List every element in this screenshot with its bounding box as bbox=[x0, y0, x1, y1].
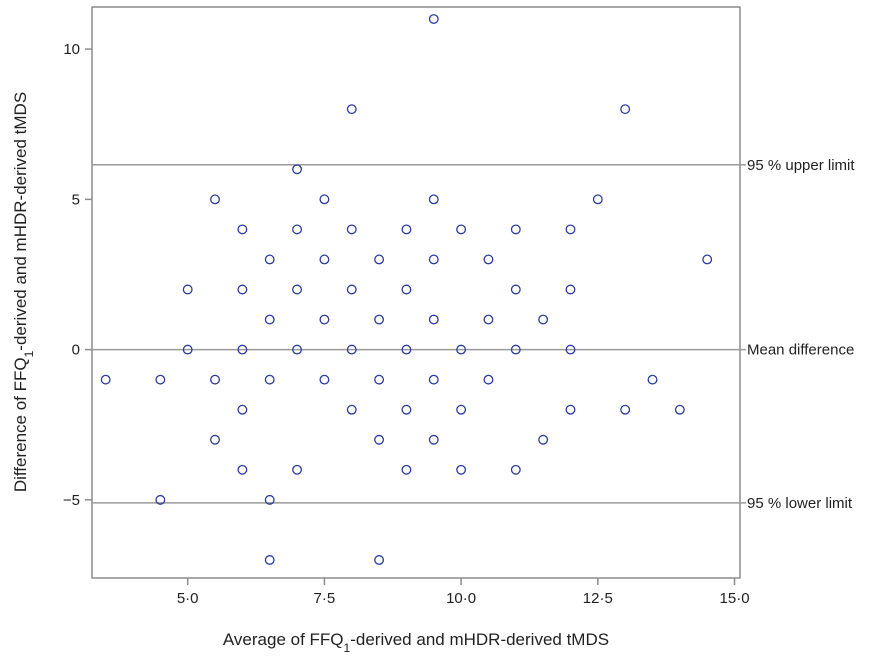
data-point bbox=[346, 224, 357, 235]
data-point bbox=[374, 434, 385, 445]
y-tick-label: 5 bbox=[72, 191, 80, 208]
data-point bbox=[483, 374, 494, 385]
data-point bbox=[264, 254, 275, 265]
data-point bbox=[565, 284, 576, 295]
reference-line-label-2: 95 % lower limit bbox=[747, 495, 853, 512]
x-axis-title-subscript: 1 bbox=[344, 641, 351, 655]
data-point bbox=[374, 555, 385, 565]
plot-frame bbox=[91, 6, 741, 579]
data-point bbox=[483, 254, 494, 265]
data-point bbox=[538, 314, 549, 325]
y-axis: −5 0 5 10 bbox=[63, 41, 92, 509]
y-tick-label: 10 bbox=[63, 41, 80, 58]
data-point bbox=[155, 374, 166, 385]
reference-lines bbox=[92, 164, 746, 504]
data-point bbox=[264, 555, 275, 565]
data-point bbox=[319, 254, 330, 265]
data-point bbox=[428, 434, 439, 445]
data-point bbox=[292, 224, 303, 235]
data-point bbox=[264, 314, 275, 325]
data-point bbox=[237, 404, 248, 415]
data-points bbox=[100, 14, 713, 565]
x-tick-label: 10·0 bbox=[446, 590, 476, 607]
x-tick-label: 5·0 bbox=[177, 590, 199, 607]
data-point bbox=[456, 404, 467, 415]
y-axis-title-subscript: 1 bbox=[22, 350, 36, 357]
data-point bbox=[401, 404, 412, 415]
data-point bbox=[702, 254, 713, 265]
data-point bbox=[428, 374, 439, 385]
x-tick-label: 12·5 bbox=[583, 590, 613, 607]
data-point bbox=[510, 284, 521, 295]
data-point bbox=[401, 344, 412, 355]
data-point bbox=[510, 344, 521, 355]
data-point bbox=[100, 374, 111, 385]
data-point bbox=[182, 284, 193, 295]
data-point bbox=[510, 464, 521, 475]
data-point bbox=[292, 464, 303, 475]
data-point bbox=[292, 284, 303, 295]
reference-line-label-0: 95 % upper limit bbox=[747, 157, 855, 174]
data-point bbox=[346, 104, 357, 115]
data-point bbox=[428, 194, 439, 205]
data-point bbox=[565, 404, 576, 415]
data-point bbox=[374, 314, 385, 325]
data-point bbox=[565, 224, 576, 235]
x-axis-title: Average of FFQ1-derived and mHDR-derived… bbox=[223, 630, 609, 655]
data-point bbox=[428, 314, 439, 325]
data-point bbox=[401, 224, 412, 235]
data-point bbox=[155, 494, 166, 505]
data-point bbox=[264, 494, 275, 505]
data-point bbox=[237, 344, 248, 355]
data-point bbox=[182, 344, 193, 355]
data-point bbox=[456, 224, 467, 235]
data-point bbox=[237, 284, 248, 295]
data-point bbox=[456, 464, 467, 475]
data-point bbox=[319, 374, 330, 385]
data-point bbox=[319, 194, 330, 205]
data-point bbox=[456, 344, 467, 355]
data-point bbox=[401, 284, 412, 295]
data-point bbox=[346, 284, 357, 295]
data-point bbox=[620, 404, 631, 415]
data-point bbox=[319, 314, 330, 325]
x-tick-label: 15·0 bbox=[720, 590, 750, 607]
data-point bbox=[210, 194, 220, 205]
reference-line-label-1: Mean difference bbox=[747, 342, 854, 359]
data-point bbox=[210, 374, 220, 385]
data-point bbox=[210, 434, 220, 445]
data-point bbox=[428, 14, 439, 24]
data-point bbox=[538, 434, 549, 445]
data-point bbox=[374, 374, 385, 385]
data-point bbox=[510, 224, 521, 235]
data-point bbox=[565, 344, 576, 355]
y-axis-title: Difference of FFQ1-derived and mHDR-deri… bbox=[11, 92, 36, 492]
data-point bbox=[237, 224, 248, 235]
data-point bbox=[292, 164, 303, 175]
data-point bbox=[237, 464, 248, 475]
y-tick-label: −5 bbox=[63, 492, 80, 509]
data-point bbox=[428, 254, 439, 265]
data-point bbox=[346, 404, 357, 415]
y-tick-label: 0 bbox=[72, 342, 80, 359]
data-point bbox=[620, 104, 631, 115]
reference-line-labels: 95 % upper limit Mean difference 95 % lowe… bbox=[747, 157, 855, 512]
x-axis: 5·0 7·5 10·0 12·5 15·0 bbox=[177, 578, 750, 607]
data-point bbox=[374, 254, 385, 265]
data-point bbox=[292, 344, 303, 355]
data-point bbox=[401, 464, 412, 475]
data-point bbox=[592, 194, 603, 205]
x-tick-label: 7·5 bbox=[314, 590, 336, 607]
data-point bbox=[346, 344, 357, 355]
data-point bbox=[483, 314, 494, 325]
data-point bbox=[647, 374, 658, 385]
data-point bbox=[674, 404, 685, 415]
data-point bbox=[264, 374, 275, 385]
